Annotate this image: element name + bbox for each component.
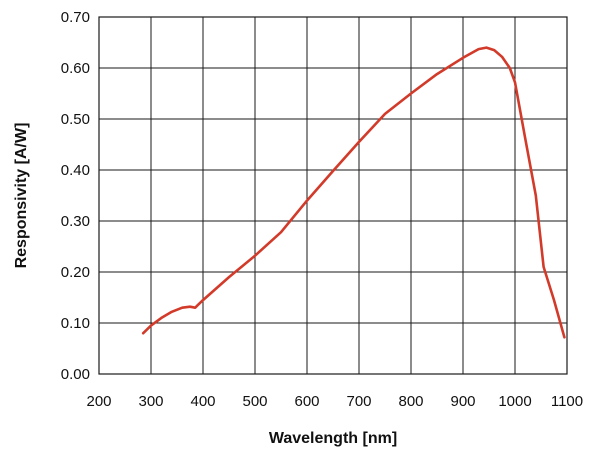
- x-tick-label: 900: [450, 393, 475, 410]
- plot-frame: [98, 16, 568, 375]
- x-tick-label: 200: [86, 393, 111, 410]
- x-tick-label: 700: [346, 393, 371, 410]
- x-tick-label: 1100: [551, 393, 583, 410]
- x-tick-label: 300: [138, 393, 163, 410]
- y-tick-label: 0.30: [61, 213, 90, 230]
- x-tick-label: 400: [190, 393, 215, 410]
- x-tick-label: 500: [242, 393, 267, 410]
- x-tick-label: 600: [294, 393, 319, 410]
- y-tick-label: 0.40: [61, 162, 90, 179]
- x-axis-title: Wavelength [nm]: [269, 430, 397, 447]
- y-axis-ticks: 0.00 0.10 0.20 0.30 0.40 0.50 0.60 0.70: [61, 9, 90, 383]
- y-tick-label: 0.50: [61, 111, 90, 128]
- y-tick-label: 0.00: [61, 366, 90, 383]
- x-axis-ticks: 200 300 400 500 600 700 800 900 1000 1100: [86, 393, 583, 410]
- y-tick-label: 0.60: [61, 60, 90, 77]
- x-tick-label: 800: [398, 393, 423, 410]
- responsivity-curve: [141, 46, 566, 339]
- y-tick-label: 0.20: [61, 264, 90, 281]
- y-tick-label: 0.10: [61, 315, 90, 332]
- y-axis-title: Responsivity [A/W]: [13, 123, 30, 269]
- x-tick-label: 1000: [498, 393, 531, 410]
- grid-lines: [98, 16, 568, 375]
- y-tick-label: 0.70: [61, 9, 90, 26]
